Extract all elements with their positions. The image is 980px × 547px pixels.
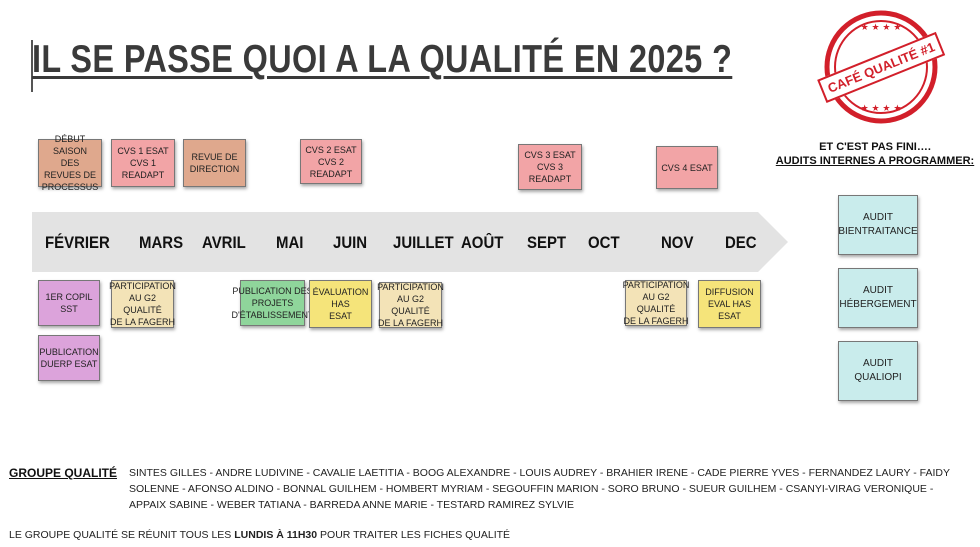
month-nov: NOV	[661, 233, 694, 252]
timeline-chevron	[176, 212, 284, 272]
event-diffusion-eval: DIFFUSION EVAL HAS ESAT	[698, 280, 761, 328]
audit-bientraitance: AUDIT BIENTRAITANCE	[838, 195, 918, 255]
svg-text:★ ★ ★ ★: ★ ★ ★ ★	[861, 104, 902, 114]
svg-text:★ ★ ★ ★: ★ ★ ★ ★	[861, 23, 902, 33]
month-juin: JUIN	[333, 233, 368, 252]
event-g2-fagerh-nov: PARTICIPATION AU G2 QUALITÉ DE LA FAGERH	[622, 280, 690, 326]
month-fevrier: FÉVRIER	[45, 233, 110, 252]
cafe-qualite-stamp-logo: ★ ★ ★ ★ ★ ★ ★ ★ CAFÉ QUALITÉ #1	[816, 8, 946, 126]
timeline-chevron	[440, 212, 544, 272]
event-cvs-2: CVS 2 ESAT CVS 2 READAPT	[300, 139, 362, 184]
month-mars: MARS	[139, 233, 184, 252]
timeline-chevron	[112, 212, 214, 272]
event-evaluation-has: ÉVALUATION HAS ESAT	[309, 280, 372, 328]
timeline-chevron	[372, 212, 478, 272]
event-revue-direction: REVUE DE DIRECTION	[183, 139, 246, 187]
timeline-chevron	[568, 212, 672, 272]
audits-heading-line1: ET C'EST PAS FINI….	[819, 141, 931, 153]
timeline-chevron	[698, 212, 788, 272]
event-projets-etablissement: PUBLICATION DES PROJETS D'ÉTABLISSEMENT	[231, 280, 314, 326]
audits-heading: ET C'EST PAS FINI…. AUDITS INTERNES A PR…	[770, 140, 980, 168]
timeline-chevron	[32, 212, 150, 272]
footer-bold: LUNDIS À 11H30	[234, 529, 318, 541]
timeline-chevron	[246, 212, 346, 272]
month-dec: DEC	[725, 233, 757, 252]
page-title: IL SE PASSE QUOI A LA QUALITÉ EN 2025 ?	[32, 38, 733, 81]
month-aout: AOÛT	[461, 233, 504, 252]
timeline-chevron	[506, 212, 606, 272]
title-cursor-bar	[31, 40, 33, 92]
timeline-arrow	[32, 212, 788, 272]
event-duerp-esat: PUBLICATION DUERP ESAT	[38, 335, 100, 381]
event-g2-fagerh-mars: PARTICIPATION AU G2 QUALITÉ DE LA FAGERH	[109, 280, 176, 328]
footer-after: POUR TRAITER LES FICHES QUALITÉ	[317, 529, 511, 541]
timeline-chevron	[308, 212, 410, 272]
event-cvs-4: CVS 4 ESAT	[656, 146, 718, 189]
event-revues-processus: DÉBUT SAISON DES REVUES DE PROCESSUS	[38, 134, 102, 192]
footer-before: LE GROUPE QUALITÉ SE RÉUNIT TOUS LES	[9, 529, 235, 541]
month-oct: OCT	[588, 233, 620, 252]
timeline-chevron	[634, 212, 736, 272]
audits-heading-line2: AUDITS INTERNES A PROGRAMMER:	[775, 155, 975, 167]
event-copil-sst: 1ER COPIL SST	[38, 280, 100, 326]
event-g2-fagerh-juillet: PARTICIPATION AU G2 QUALITÉ DE LA FAGERH	[377, 282, 444, 328]
audit-qualiopi: AUDIT QUALIOPI	[838, 341, 918, 401]
group-members: SINTES GILLES - ANDRE LUDIVINE - CAVALIE…	[129, 467, 950, 511]
event-cvs-1: CVS 1 ESAT CVS 1 READAPT	[111, 139, 175, 187]
meeting-footer: LE GROUPE QUALITÉ SE RÉUNIT TOUS LES LUN…	[9, 529, 510, 541]
group-heading: GROUPE QUALITÉ	[9, 466, 118, 480]
month-juillet: JUILLET	[393, 233, 454, 252]
audit-hebergement: AUDIT HÉBERGEMENT	[838, 268, 918, 328]
stamp-text: CAFÉ QUALITÉ #1	[816, 31, 946, 103]
event-cvs-3: CVS 3 ESAT CVS 3 READAPT	[518, 144, 582, 190]
month-sept: SEPT	[527, 233, 567, 252]
month-avril: AVRIL	[202, 233, 246, 252]
month-mai: MAI	[276, 233, 304, 252]
